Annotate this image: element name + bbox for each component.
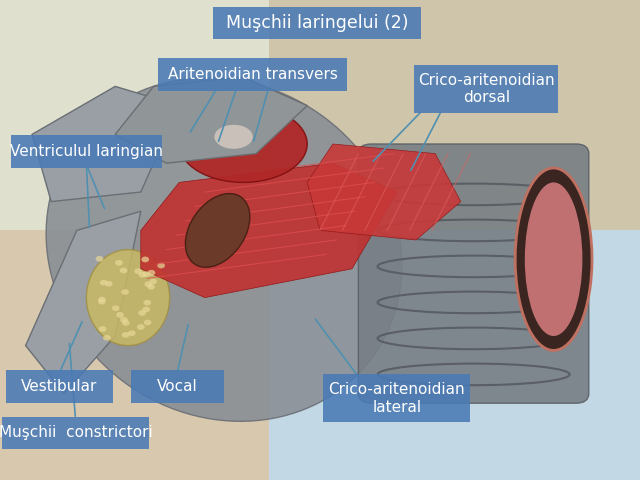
Ellipse shape [525, 182, 582, 336]
Circle shape [95, 256, 103, 262]
Polygon shape [26, 211, 141, 394]
Circle shape [116, 312, 124, 318]
Text: Muşchii  constrictori: Muşchii constrictori [0, 425, 152, 441]
Circle shape [149, 278, 157, 284]
Text: Crico-aritenoidian
lateral: Crico-aritenoidian lateral [328, 382, 465, 415]
Circle shape [103, 335, 111, 341]
Text: Muşchii laringelui (2): Muşchii laringelui (2) [225, 14, 408, 32]
FancyBboxPatch shape [415, 65, 558, 113]
Circle shape [137, 324, 145, 330]
Polygon shape [32, 86, 179, 202]
Bar [0, 0, 269, 230]
Circle shape [105, 281, 113, 287]
Circle shape [141, 257, 149, 263]
Circle shape [143, 271, 150, 277]
FancyBboxPatch shape [6, 370, 113, 403]
Circle shape [139, 272, 147, 277]
Ellipse shape [515, 168, 592, 350]
Circle shape [121, 289, 129, 295]
Circle shape [157, 263, 165, 268]
Text: Vocal: Vocal [157, 379, 198, 394]
Circle shape [115, 260, 123, 265]
FancyBboxPatch shape [159, 58, 347, 91]
Bar [269, 230, 640, 480]
FancyBboxPatch shape [131, 370, 224, 403]
FancyBboxPatch shape [2, 417, 149, 449]
Circle shape [122, 332, 129, 338]
FancyBboxPatch shape [212, 7, 421, 39]
Polygon shape [307, 144, 461, 240]
Circle shape [134, 268, 142, 274]
Circle shape [120, 267, 127, 273]
Polygon shape [141, 163, 397, 298]
Circle shape [98, 299, 106, 304]
Ellipse shape [179, 106, 307, 182]
Circle shape [99, 326, 106, 332]
Circle shape [143, 300, 151, 305]
Circle shape [100, 280, 108, 286]
Ellipse shape [86, 250, 170, 346]
Bar [269, 0, 640, 230]
Circle shape [138, 310, 146, 316]
Circle shape [112, 305, 120, 311]
Circle shape [120, 317, 128, 323]
Bar [0, 230, 269, 480]
Circle shape [142, 307, 150, 312]
Circle shape [147, 284, 155, 290]
Text: Ventriculul laringian: Ventriculul laringian [10, 144, 163, 159]
Ellipse shape [46, 78, 402, 421]
FancyBboxPatch shape [12, 135, 161, 168]
Circle shape [128, 330, 136, 336]
Ellipse shape [186, 193, 250, 267]
Text: Aritenoidian transvers: Aritenoidian transvers [168, 67, 338, 82]
Text: Vestibular: Vestibular [21, 379, 98, 394]
Ellipse shape [214, 125, 253, 149]
Circle shape [148, 270, 156, 276]
Text: Crico-aritenoidian
dorsal: Crico-aritenoidian dorsal [418, 72, 555, 105]
Circle shape [145, 281, 152, 287]
FancyBboxPatch shape [323, 374, 470, 422]
Circle shape [122, 320, 130, 326]
FancyBboxPatch shape [358, 144, 589, 403]
Circle shape [144, 320, 152, 325]
Polygon shape [115, 77, 307, 163]
Circle shape [98, 297, 106, 302]
